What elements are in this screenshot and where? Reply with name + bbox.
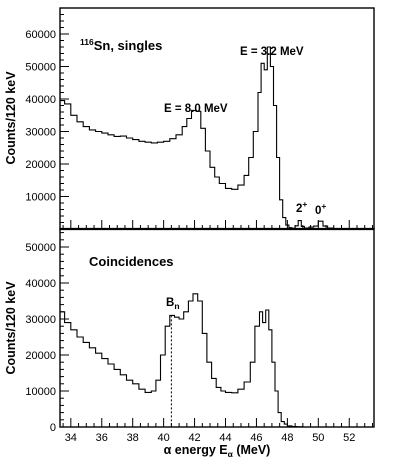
x-tick-label: 46 <box>250 432 262 444</box>
y-tick-label: 0 <box>50 422 56 434</box>
peak-label-2plus: 2+ <box>296 199 307 215</box>
x-axis-label-unit: (MeV) <box>233 443 271 457</box>
y-tick-label: 30000 <box>25 127 56 139</box>
y-tick-label: 50000 <box>25 62 56 74</box>
x-tick-label: 50 <box>312 432 324 444</box>
x-tick-label: 48 <box>281 432 293 444</box>
y-tick-label: 20000 <box>25 350 56 362</box>
peak-label-2plus-base: 2 <box>296 203 302 215</box>
x-axis-label-main: α energy E <box>164 443 228 457</box>
y-tick-label: 30000 <box>25 314 56 326</box>
top-panel-title-sup: 116 <box>80 37 94 47</box>
bn-label: Bn <box>166 297 180 311</box>
peak-label-0plus-sup: + <box>321 201 326 211</box>
bottom-histogram-line <box>60 293 374 428</box>
bottom-y-axis-label: Counts/120 keV <box>4 281 18 375</box>
top-panel-title-main: Sn, singles <box>94 38 163 53</box>
bn-label-base: B <box>166 297 174 309</box>
top-y-axis-ticks: 10000 20000 30000 40000 50000 60000 <box>25 14 69 223</box>
x-tick-label: 36 <box>96 432 108 444</box>
peak-label-3mev: E = 3.2 MeV <box>240 46 304 58</box>
y-tick-label: 10000 <box>25 386 56 398</box>
x-tick-label: 40 <box>158 432 170 444</box>
top-y-axis-label: Counts/120 keV <box>4 71 18 165</box>
y-tick-label: 50000 <box>25 242 56 254</box>
peak-label-0plus: 0+ <box>315 201 326 217</box>
x-axis-label-sub: α <box>228 449 234 459</box>
top-panel-title: 116Sn, singles <box>80 37 162 53</box>
x-tick-label: 38 <box>127 432 139 444</box>
x-tick-label: 44 <box>219 432 231 444</box>
peak-label-0plus-base: 0 <box>315 205 321 217</box>
peak-label-8mev: E = 8.0 MeV <box>164 103 228 115</box>
y-tick-label: 10000 <box>25 192 56 204</box>
x-tick-label: 34 <box>65 432 77 444</box>
bottom-y-axis-ticks: 0 10000 20000 30000 40000 50000 <box>25 232 69 434</box>
peak-label-2plus-sup: + <box>302 199 307 209</box>
y-tick-label: 20000 <box>25 159 56 171</box>
bn-label-sub: n <box>174 301 179 311</box>
x-axis-ticks: 34 36 38 40 42 44 46 48 50 52 <box>62 220 373 444</box>
top-histogram-line <box>60 46 374 230</box>
bottom-panel-title: Coincidences <box>89 254 174 269</box>
x-tick-label: 52 <box>343 432 355 444</box>
y-tick-label: 60000 <box>25 29 56 41</box>
y-tick-label: 40000 <box>25 94 56 106</box>
y-tick-label: 40000 <box>25 278 56 290</box>
x-axis-label: α energy Eα (MeV) <box>164 443 271 459</box>
x-tick-label: 42 <box>188 432 200 444</box>
